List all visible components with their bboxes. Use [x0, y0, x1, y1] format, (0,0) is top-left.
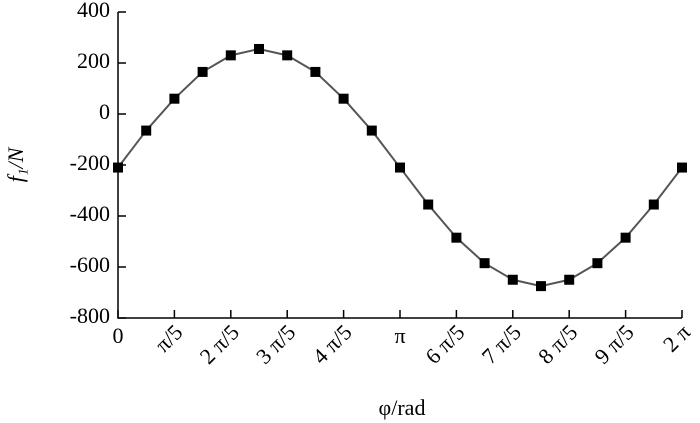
marker [677, 162, 687, 173]
marker [507, 274, 518, 285]
y-tick-label: 200 [77, 48, 110, 73]
marker [113, 162, 123, 173]
x-tick-label: π [394, 323, 405, 348]
marker [366, 125, 377, 136]
x-tick-label: 2 π/5 [195, 319, 244, 368]
marker [169, 93, 180, 104]
marker [620, 232, 631, 243]
y-axis-label: f₁/N [3, 146, 28, 182]
x-tick-label: 6 π/5 [420, 319, 469, 368]
marker [451, 232, 462, 243]
x-tick-label: 9 π/5 [589, 319, 638, 368]
y-tick-label: -400 [70, 201, 110, 226]
marker [423, 199, 434, 210]
marker [310, 66, 321, 77]
marker [141, 125, 152, 136]
x-axis-label: φ/rad [379, 395, 426, 420]
y-tick-label: 400 [77, 0, 110, 22]
marker [395, 162, 405, 173]
y-tick-label: 0 [99, 99, 110, 124]
marker [648, 199, 659, 210]
y-tick-label: -800 [70, 303, 110, 328]
marker [564, 274, 575, 285]
marker [338, 93, 349, 104]
marker [536, 281, 546, 292]
x-tick-label: 0 [113, 323, 124, 348]
marker [479, 258, 490, 269]
marker [225, 50, 236, 61]
marker [592, 258, 603, 269]
x-tick-label: 3 π/5 [251, 319, 300, 368]
marker [282, 50, 293, 61]
y-tick-label: -600 [70, 252, 110, 277]
x-tick-label: π/5 [150, 319, 188, 357]
x-tick-label: 2 π [658, 319, 695, 356]
marker [254, 43, 264, 54]
y-tick-label: -200 [70, 150, 110, 175]
x-tick-label: 4 π/5 [307, 319, 356, 368]
x-tick-label: 8 π/5 [533, 319, 582, 368]
marker [197, 66, 208, 77]
x-tick-label: 7 π/5 [477, 319, 526, 368]
